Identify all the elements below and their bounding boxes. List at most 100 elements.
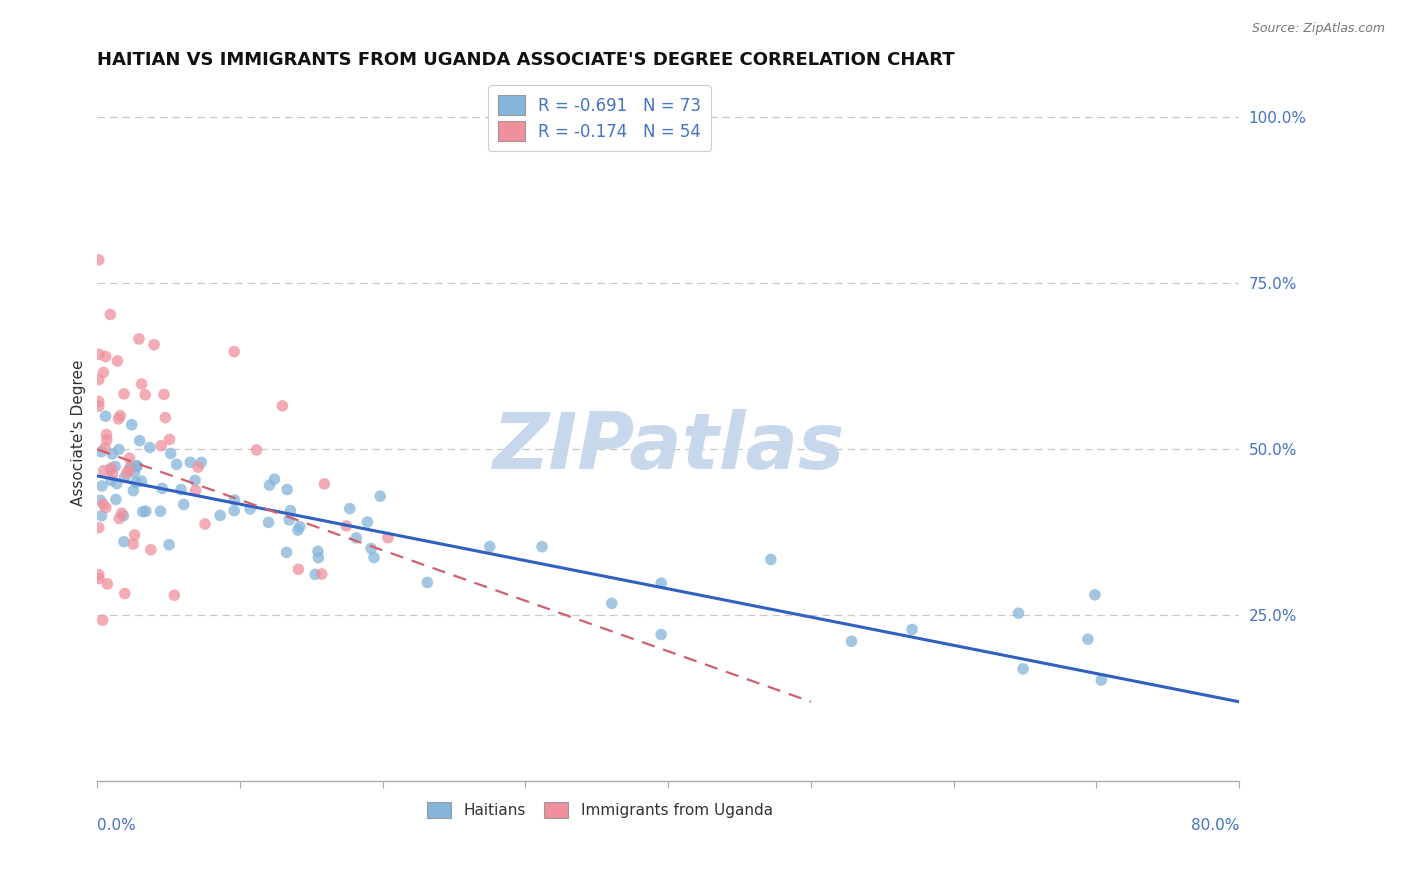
Point — [224, 344, 246, 359]
Point — [377, 531, 399, 545]
Point — [114, 470, 136, 484]
Point — [150, 439, 173, 453]
Point — [114, 586, 136, 600]
Point — [112, 387, 135, 401]
Point — [311, 567, 333, 582]
Point — [100, 474, 122, 488]
Point — [901, 623, 924, 637]
Point — [224, 493, 246, 508]
Point — [356, 515, 378, 529]
Point — [104, 459, 127, 474]
Point — [1084, 588, 1107, 602]
Point — [150, 482, 173, 496]
Point — [108, 442, 131, 457]
Point — [132, 505, 155, 519]
Text: ZIPatlas: ZIPatlas — [492, 409, 844, 484]
Point — [184, 474, 207, 488]
Point — [287, 562, 309, 576]
Point — [108, 511, 131, 525]
Point — [131, 474, 153, 488]
Point — [91, 613, 114, 627]
Point — [246, 442, 269, 457]
Point — [170, 483, 193, 497]
Point — [650, 627, 672, 641]
Point — [163, 588, 186, 602]
Point — [335, 519, 357, 533]
Point — [87, 572, 110, 586]
Point — [112, 508, 135, 523]
Point — [368, 489, 391, 503]
Point — [96, 433, 118, 447]
Point — [128, 434, 150, 448]
Point — [263, 472, 285, 486]
Point — [87, 521, 110, 535]
Point — [87, 252, 110, 267]
Text: 0.0%: 0.0% — [97, 818, 136, 833]
Point — [288, 519, 311, 533]
Point — [259, 478, 281, 492]
Point — [91, 497, 114, 511]
Point — [125, 459, 148, 474]
Point — [276, 545, 298, 559]
Point — [179, 455, 201, 469]
Point — [110, 409, 132, 423]
Point — [105, 476, 128, 491]
Point — [209, 508, 232, 523]
Point — [87, 347, 110, 361]
Point — [1090, 673, 1112, 687]
Point — [650, 576, 672, 591]
Point — [122, 483, 145, 498]
Point — [157, 538, 180, 552]
Text: HAITIAN VS IMMIGRANTS FROM UGANDA ASSOCIATE'S DEGREE CORRELATION CHART: HAITIAN VS IMMIGRANTS FROM UGANDA ASSOCI… — [97, 51, 955, 69]
Point — [94, 500, 117, 515]
Point — [314, 476, 336, 491]
Point — [96, 427, 118, 442]
Point — [112, 534, 135, 549]
Point — [360, 541, 382, 556]
Point — [111, 506, 134, 520]
Point — [101, 447, 124, 461]
Point — [307, 550, 329, 565]
Point — [1077, 632, 1099, 647]
Point — [107, 412, 129, 426]
Point — [100, 461, 122, 475]
Point — [87, 567, 110, 582]
Point — [101, 467, 124, 482]
Point — [257, 516, 280, 530]
Point — [149, 504, 172, 518]
Y-axis label: Associate's Degree: Associate's Degree — [72, 359, 86, 506]
Point — [93, 464, 115, 478]
Point — [107, 354, 129, 368]
Point — [159, 446, 181, 460]
Point — [276, 483, 298, 497]
Point — [89, 493, 111, 508]
Point — [139, 542, 162, 557]
Point — [1012, 662, 1035, 676]
Point — [287, 523, 309, 537]
Point — [239, 502, 262, 516]
Point — [159, 433, 181, 447]
Point — [87, 373, 110, 387]
Point — [90, 508, 112, 523]
Point — [87, 394, 110, 409]
Point — [134, 388, 156, 402]
Point — [166, 458, 188, 472]
Point — [93, 366, 115, 380]
Point — [143, 337, 166, 351]
Point — [304, 567, 326, 582]
Point — [363, 550, 385, 565]
Point — [125, 475, 148, 490]
Point — [759, 552, 782, 566]
Point — [344, 531, 367, 545]
Point — [131, 377, 153, 392]
Point — [224, 503, 246, 517]
Point — [135, 504, 157, 518]
Point — [104, 492, 127, 507]
Point — [138, 441, 160, 455]
Point — [173, 497, 195, 511]
Point — [153, 387, 176, 401]
Text: Source: ZipAtlas.com: Source: ZipAtlas.com — [1251, 22, 1385, 36]
Point — [118, 463, 141, 477]
Point — [120, 460, 142, 475]
Point — [278, 513, 301, 527]
